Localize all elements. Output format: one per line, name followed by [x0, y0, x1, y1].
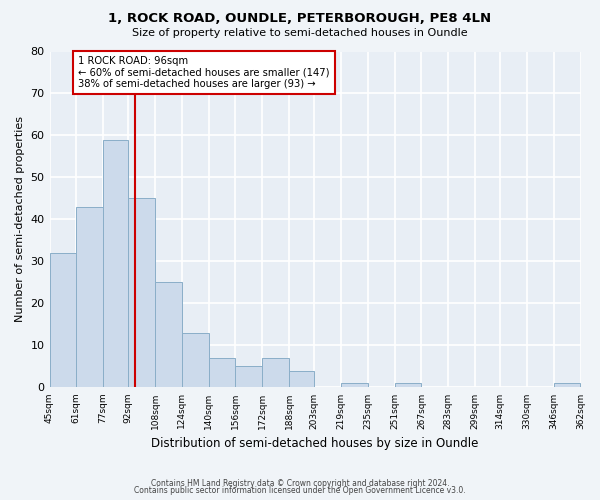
- Bar: [235, 366, 262, 388]
- Bar: [76, 207, 103, 388]
- Text: 1, ROCK ROAD, OUNDLE, PETERBOROUGH, PE8 4LN: 1, ROCK ROAD, OUNDLE, PETERBOROUGH, PE8 …: [109, 12, 491, 26]
- X-axis label: Distribution of semi-detached houses by size in Oundle: Distribution of semi-detached houses by …: [151, 437, 479, 450]
- Bar: [128, 198, 155, 388]
- Bar: [395, 383, 421, 388]
- Text: 1 ROCK ROAD: 96sqm
← 60% of semi-detached houses are smaller (147)
38% of semi-d: 1 ROCK ROAD: 96sqm ← 60% of semi-detache…: [78, 56, 329, 89]
- Text: Contains public sector information licensed under the Open Government Licence v3: Contains public sector information licen…: [134, 486, 466, 495]
- Bar: [155, 282, 182, 388]
- Y-axis label: Number of semi-detached properties: Number of semi-detached properties: [15, 116, 25, 322]
- Text: Contains HM Land Registry data © Crown copyright and database right 2024.: Contains HM Land Registry data © Crown c…: [151, 478, 449, 488]
- Bar: [182, 333, 209, 388]
- Bar: [103, 140, 128, 388]
- Bar: [341, 383, 368, 388]
- Bar: [289, 370, 314, 388]
- Bar: [554, 383, 580, 388]
- Bar: [50, 253, 76, 388]
- Bar: [209, 358, 235, 388]
- Bar: [262, 358, 289, 388]
- Text: Size of property relative to semi-detached houses in Oundle: Size of property relative to semi-detach…: [132, 28, 468, 38]
